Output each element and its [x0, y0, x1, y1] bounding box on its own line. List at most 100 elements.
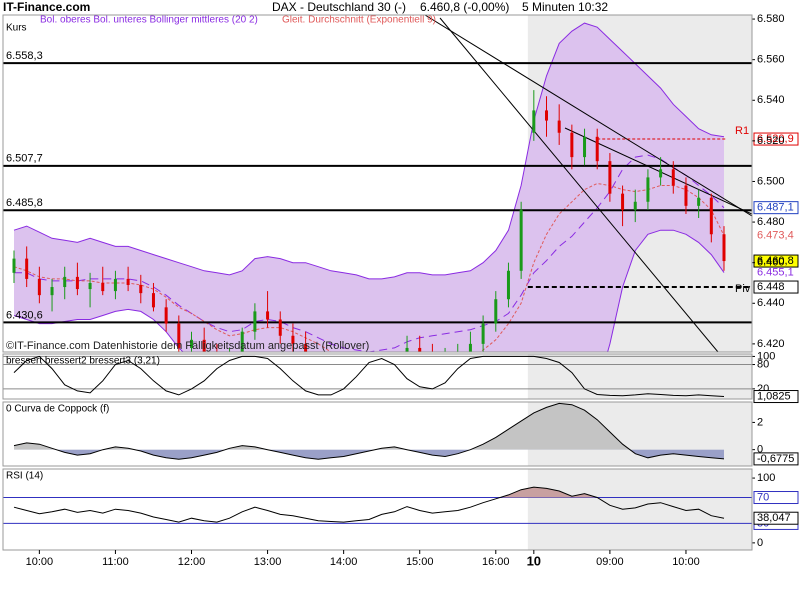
last-value-label: 38,047: [757, 512, 791, 524]
area-below: [14, 449, 724, 460]
ema-line: [13, 182, 725, 352]
level-label: 6.507,7: [6, 153, 43, 165]
last-value-label: 6.473,4: [757, 229, 794, 241]
panel-border: [2, 353, 753, 400]
note: ©IT-Finance.com Datenhistorie dem Fällig…: [6, 340, 369, 352]
chart-title: DAX - Deutschland 30 (-): [272, 0, 406, 14]
legend-item: Kurs: [6, 23, 27, 34]
plot-area: [13, 402, 752, 466]
bar-body: [139, 285, 143, 294]
panel-border: [2, 401, 753, 467]
panel-border: [2, 14, 753, 353]
bar-body: [253, 311, 257, 332]
pivot-name: R1: [735, 125, 749, 137]
level-label: 6.558,3: [6, 50, 43, 62]
x-tick-label: 10:00: [26, 556, 54, 568]
x-tick-label: 13:00: [254, 556, 282, 568]
bar-body: [621, 193, 625, 210]
bar-body: [113, 278, 117, 292]
bar-body: [709, 197, 713, 235]
bar-body: [722, 234, 726, 262]
bar-body: [481, 323, 485, 344]
bar-body: [608, 161, 612, 194]
panel-title: 0 Curva de Coppock (f): [6, 404, 109, 415]
bar-body: [405, 347, 409, 352]
y-tick-label: 6.480: [757, 216, 785, 228]
session-shade: [527, 469, 752, 550]
indicator-line: [13, 355, 725, 397]
bar-body: [506, 270, 510, 300]
x-tick-label: 12:00: [178, 556, 206, 568]
bar-body: [468, 343, 472, 352]
bar-body: [240, 331, 244, 352]
bar-body: [583, 136, 587, 158]
bar-body: [557, 120, 561, 133]
bar-body: [595, 136, 599, 162]
bar-body: [126, 278, 130, 286]
bar-body: [545, 110, 548, 121]
last-value-label: 1,0825: [757, 390, 791, 402]
x-tick-label: 10:00: [672, 556, 700, 568]
pivot-name: Piv: [735, 283, 751, 295]
pivot-value-label: 6.520,9: [757, 133, 794, 145]
bollinger-lower: [13, 229, 725, 352]
y-tick-label: 100: [757, 472, 775, 484]
y-tick-label: 2: [757, 416, 763, 428]
bar-body: [659, 169, 663, 178]
y-tick-label: 6.540: [757, 94, 785, 106]
y-tick-label: 6.520: [757, 135, 785, 147]
bar-body: [25, 258, 29, 279]
bar-body: [494, 299, 498, 324]
pivot-value-label-box: [753, 280, 799, 294]
bollinger-middle: [14, 154, 725, 352]
bar-body: [151, 293, 155, 308]
bar-body: [177, 323, 181, 348]
bar-body: [697, 197, 701, 206]
band-label: 70: [757, 491, 769, 503]
chart-title: 5 Minuten 10:32: [522, 0, 608, 14]
last-value-label-box: [753, 511, 799, 525]
pivot-value-label: 6.448: [757, 281, 785, 293]
bar-body: [671, 169, 675, 186]
y-tick-label: 6.560: [757, 54, 785, 66]
plot-area: [3, 354, 752, 399]
bar-body: [75, 276, 79, 290]
y-tick-label: 6.460: [757, 257, 785, 269]
indicator-line: [13, 402, 725, 460]
pivot-value-label-box: [753, 132, 799, 146]
bar-body: [63, 276, 67, 288]
plot-area: [3, 469, 752, 550]
x-tick-label: 14:00: [330, 556, 358, 568]
y-tick-label: 0: [757, 537, 763, 549]
bar-body: [12, 258, 16, 273]
bar-body: [532, 110, 536, 133]
level-label: 6.485,8: [6, 197, 43, 209]
last-value-label-box: [753, 452, 799, 466]
bar-body: [190, 339, 193, 348]
x-tick-label: 10: [527, 553, 541, 568]
indicator-line: [13, 486, 725, 523]
session-shade: [527, 354, 752, 399]
chart-title: 6.460,8 (-0,00%): [420, 0, 509, 14]
band-fill: [499, 487, 598, 498]
bar-body: [101, 282, 105, 292]
bollinger-upper: [13, 22, 725, 280]
bar-body: [50, 287, 54, 296]
bar-body: [37, 278, 41, 296]
y-tick-label: 80: [757, 358, 769, 370]
bar-body: [684, 185, 688, 206]
y-tick-label: 6.420: [757, 338, 785, 350]
panel-title: bressert bressert2 bressert3 (3,21): [6, 356, 160, 367]
x-tick-label: 16:00: [482, 556, 510, 568]
bar-body: [633, 201, 637, 210]
legend-item: Gleit. Durchschnitt (Exponentiell 9): [282, 15, 436, 26]
y-tick-label: 6.580: [757, 13, 785, 25]
bar-body: [202, 339, 206, 352]
bar-body: [164, 307, 168, 324]
trend-line: [424, 15, 752, 217]
bar-body: [266, 311, 270, 320]
bar-body: [570, 132, 574, 158]
bar-body: [278, 319, 282, 336]
panel-border: [2, 468, 753, 551]
